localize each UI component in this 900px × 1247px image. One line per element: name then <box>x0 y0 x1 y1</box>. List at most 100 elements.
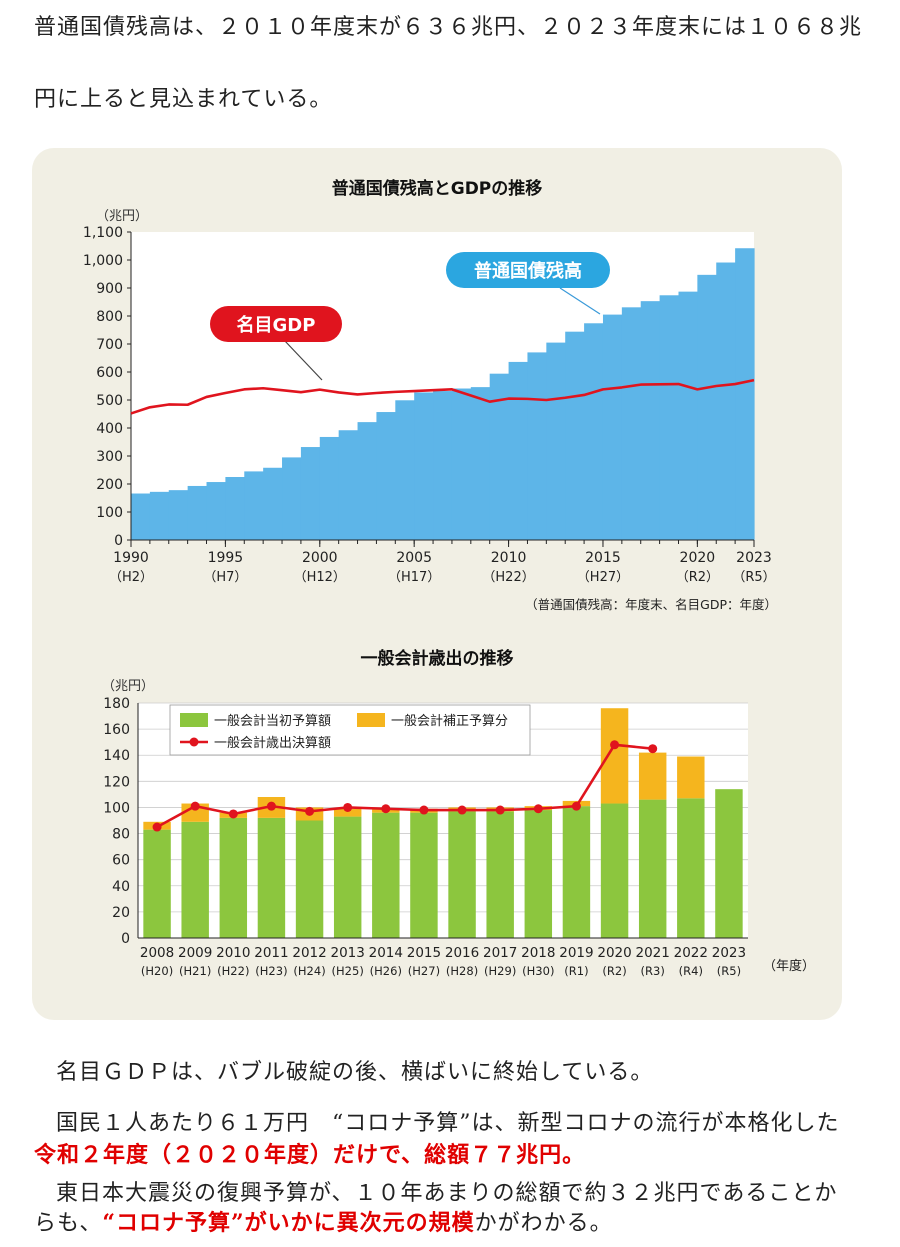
chart1-x-era-label: （H17） <box>388 570 440 585</box>
settled-expenditure-point <box>381 804 391 814</box>
chart1-x-tick-label: 2005 <box>396 550 432 566</box>
debt-step-bar <box>433 391 453 540</box>
chart1-y-tick-label: 600 <box>96 365 123 381</box>
chart1-note: （普通国債残高：年度末、名目GDP：年度） <box>525 597 777 612</box>
chart2-x-tick-label: 2019 <box>559 945 593 961</box>
debt-step-bar <box>735 248 755 540</box>
supplementary-budget-bar <box>677 756 705 799</box>
debt-gdp-chart: 普通国債残高とGDPの推移 （兆円） 0 100 200 300 400 500 600 700 8… <box>83 178 777 612</box>
chart2-y-tick-label: 160 <box>103 722 130 738</box>
chart2-x-era-label: (H23) <box>255 964 287 978</box>
chart2-y-tick-label: 60 <box>112 853 130 869</box>
charts-svg: 普通国債残高とGDPの推移（兆円）01002003004005006007008… <box>83 178 815 978</box>
initial-budget-bar <box>638 799 667 938</box>
chart1-title: 普通国債残高とGDPの推移 <box>332 178 543 199</box>
chart1-y-tick-label: 1,000 <box>83 253 123 269</box>
chart2-x-unit: （年度） <box>763 958 815 974</box>
debt-step-bar <box>187 485 208 540</box>
debt-step-bar <box>357 422 378 540</box>
debt-step-bar <box>244 471 264 540</box>
chart2-x-era-label: (H24) <box>293 964 325 978</box>
chart1-y-tick-label: 900 <box>96 281 123 297</box>
chart2-x-tick-label: 2017 <box>483 945 517 961</box>
gdp-callout-label: 名目GDP <box>237 314 316 336</box>
debt-step-bar <box>282 457 302 540</box>
initial-budget-bar <box>677 798 705 938</box>
debt-step-bar <box>168 490 189 540</box>
chart2-x-tick-label: 2020 <box>597 945 631 961</box>
chart2-x-era-label: (H22) <box>217 964 249 978</box>
chart2-x-tick-label: 2023 <box>712 945 746 961</box>
settled-expenditure-point <box>495 805 505 815</box>
chart1-y-tick-label: 700 <box>96 337 123 353</box>
debt-step-bar <box>659 295 680 540</box>
debt-step-bar <box>527 352 547 540</box>
debt-step-bar <box>376 412 396 540</box>
supplementary-budget-bar <box>638 752 667 800</box>
debt-step-bar <box>546 342 566 540</box>
chart2-y-unit: （兆円） <box>102 679 154 694</box>
chart1-x-era-label: （H22） <box>482 570 534 585</box>
supplementary-budget-bar <box>333 808 362 817</box>
chart1-x-era-label: （H7） <box>203 570 247 585</box>
chart2-x-tick-label: 2014 <box>369 945 403 961</box>
chart2-x-era-label: (H21) <box>179 964 211 978</box>
settled-expenditure-point <box>305 806 315 816</box>
chart1-x-era-label: （H2） <box>109 570 153 585</box>
chart1-y-tick-label: 0 <box>114 533 123 549</box>
chart2-x-tick-label: 2018 <box>521 945 555 961</box>
chart1-y-tick-label: 200 <box>96 477 123 493</box>
legend-label-supplement: 一般会計補正予算分 <box>391 713 508 729</box>
debt-callout-label: 普通国債残高 <box>474 260 582 282</box>
gdp-callout-bubble <box>210 306 342 342</box>
settled-expenditure-point <box>648 744 658 754</box>
debt-callout-bubble <box>446 252 610 288</box>
debt-step-bar <box>451 388 472 540</box>
debt-step-bar <box>225 477 245 540</box>
debt-step-bar <box>697 274 717 540</box>
debt-step-bar <box>338 430 359 540</box>
debt-step-bar <box>300 447 321 540</box>
debt-step-bar <box>319 436 340 540</box>
settled-expenditure-point <box>419 805 429 815</box>
debt-step-bar <box>470 387 491 540</box>
chart2-y-tick-label: 140 <box>103 748 130 764</box>
chart2-x-era-label: (R4) <box>679 964 703 978</box>
para-text-a: らも、 <box>34 1211 103 1236</box>
chart2-x-tick-label: 2015 <box>407 945 441 961</box>
initial-budget-bar <box>257 817 286 938</box>
chart2-x-era-label: (H29) <box>484 964 516 978</box>
para-debt-line1: 普通国債残高は、２０１０年度末が６３６兆円、２０２３年度末には１０６８兆 <box>34 15 863 40</box>
chart1-x-era-label: （H27） <box>577 570 629 585</box>
chart1-x-tick-label: 1990 <box>113 550 149 566</box>
initial-budget-bar <box>448 811 476 938</box>
chart1-x-tick-label: 2020 <box>680 550 716 566</box>
debt-step-bar <box>489 373 510 540</box>
chart1-x-tick-label: 1995 <box>208 550 244 566</box>
chart2-x-tick-label: 2013 <box>331 945 365 961</box>
chart2-y-tick-label: 100 <box>103 800 130 816</box>
chart2-x-tick-label: 2022 <box>674 945 708 961</box>
chart1-x-era-label: （R5） <box>732 570 775 585</box>
debt-step-bar <box>716 262 736 540</box>
chart1-y-tick-label: 1,100 <box>83 225 123 241</box>
debt-step-bar <box>263 467 283 540</box>
chart1-y-unit: （兆円） <box>96 209 148 224</box>
chart2-x-tick-label: 2010 <box>216 945 250 961</box>
debt-step-bar <box>584 323 604 540</box>
chart1-y-tick-label: 100 <box>96 505 123 521</box>
debt-step-bar <box>621 307 642 540</box>
chart1-y-tick-label: 300 <box>96 449 123 465</box>
chart2-x-era-label: (R1) <box>564 964 588 978</box>
para-text-b: かがわかる。 <box>474 1211 613 1236</box>
chart1-x-tick-label: 2023 <box>736 550 772 566</box>
chart2-y-tick-label: 80 <box>112 827 130 843</box>
debt-step-bar <box>149 491 170 540</box>
chart2-x-era-label: (H20) <box>141 964 173 978</box>
chart-panel: 普通国債残高とGDPの推移 （兆円） 0 100 200 300 400 500 600 700 8… <box>32 148 842 1020</box>
chart1-x-tick-label: 2010 <box>491 550 527 566</box>
initial-budget-bar <box>600 803 629 938</box>
para-gdp: 名目ＧＤＰは、バブル破綻の後、横ばいに終始している。 <box>56 1060 654 1085</box>
chart2-x-era-label: (R5) <box>717 964 741 978</box>
initial-budget-bar <box>143 829 171 938</box>
